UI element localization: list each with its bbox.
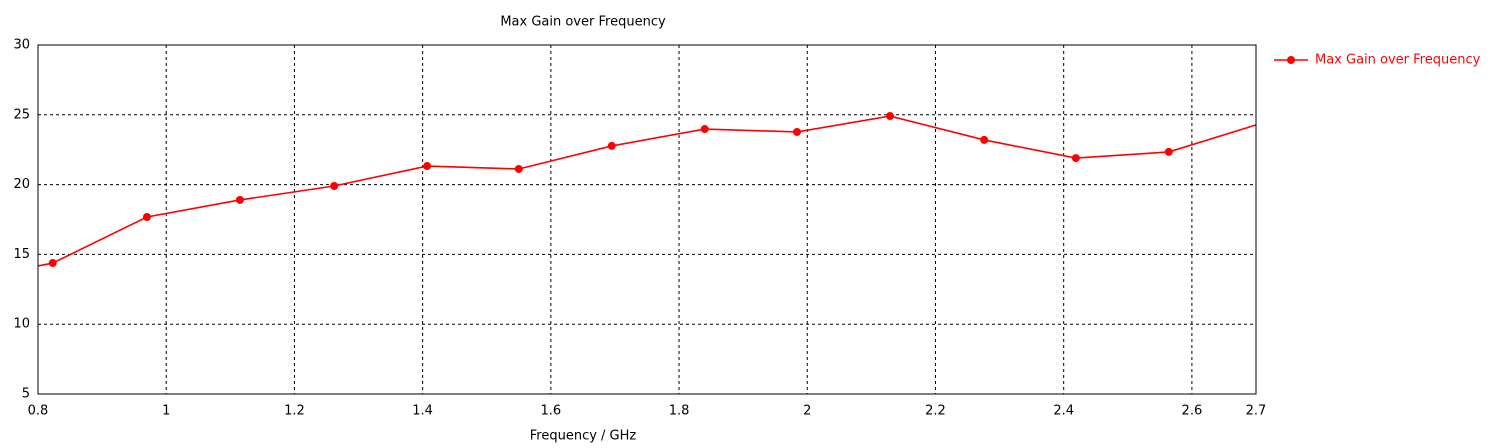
y-tick-label: 25 <box>13 107 30 122</box>
x-tick-label: 2 <box>803 404 811 419</box>
plot-frame <box>37 44 1257 395</box>
y-tick-label: 15 <box>13 247 30 262</box>
plot-area <box>38 112 1266 268</box>
data-point <box>48 259 57 268</box>
y-tick-label: 30 <box>13 38 30 53</box>
data-point <box>1071 154 1080 163</box>
data-point <box>514 164 523 173</box>
x-tick-label: 2.2 <box>925 404 946 419</box>
data-point <box>1164 147 1173 156</box>
data-point <box>885 112 894 121</box>
x-tick-label: 1 <box>162 404 170 419</box>
x-tick-label: 2.6 <box>1182 404 1203 419</box>
y-tick-label: 10 <box>13 317 30 332</box>
data-point <box>700 125 709 134</box>
legend-marker <box>1287 56 1295 64</box>
legend-label: Max Gain over Frequency <box>1315 53 1481 68</box>
data-point <box>423 162 432 171</box>
x-tick-label: 1.6 <box>540 404 561 419</box>
data-point <box>980 135 989 144</box>
y-tick-label: 5 <box>22 387 30 402</box>
x-tick-label: 2.7 <box>1246 404 1267 419</box>
data-point <box>142 212 151 221</box>
data-point <box>1258 119 1266 127</box>
data-point <box>607 141 616 150</box>
x-tick-label: 1.2 <box>284 404 305 419</box>
grid <box>37 44 1257 395</box>
data-point <box>235 195 244 204</box>
x-tick-label: 1.4 <box>412 404 433 419</box>
y-tick-label: 20 <box>13 177 30 192</box>
chart-title: Max Gain over Frequency <box>500 15 666 30</box>
x-tick-label: 1.8 <box>669 404 690 419</box>
data-point <box>330 181 339 190</box>
x-axis-label: Frequency / GHz <box>530 429 637 444</box>
x-tick-label: 2.4 <box>1053 404 1074 419</box>
series-line <box>38 115 1256 267</box>
data-point <box>793 127 802 136</box>
x-tick-label: 0.8 <box>28 404 49 419</box>
